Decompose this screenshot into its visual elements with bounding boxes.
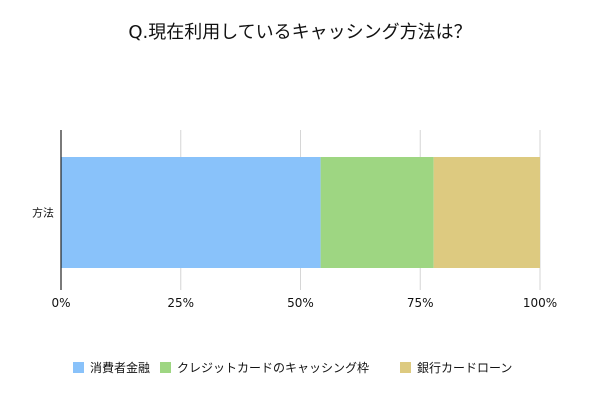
legend-label: 銀行カードローン bbox=[417, 361, 512, 375]
legend-swatch bbox=[73, 362, 84, 373]
bar-segment bbox=[433, 157, 540, 268]
legend-item: 銀行カードローン bbox=[400, 361, 512, 375]
legend-item: 消費者金融 bbox=[73, 360, 150, 375]
legend: 消費者金融 クレジットカードのキャッシング枠 銀行カードローン bbox=[73, 360, 512, 375]
legend-swatch bbox=[400, 362, 411, 373]
bar-segment bbox=[61, 157, 321, 268]
x-tick-label: 100% bbox=[523, 296, 557, 310]
x-tick-label: 50% bbox=[287, 296, 314, 310]
legend-label: クレジットカードのキャッシング枠 bbox=[177, 361, 369, 375]
chart-title: Q.現在利用しているキャッシング方法は？ bbox=[128, 22, 471, 43]
bars bbox=[61, 157, 540, 268]
legend-label: 消費者金融 bbox=[90, 360, 150, 375]
legend-item: クレジットカードのキャッシング枠 bbox=[160, 361, 369, 375]
bar-segment bbox=[320, 157, 434, 268]
legend-swatch bbox=[160, 362, 171, 373]
x-tick-labels: 0% 25% 50% 75% 100% bbox=[51, 296, 557, 310]
x-tick-label: 75% bbox=[407, 296, 434, 310]
category-labels: 方法 bbox=[32, 206, 54, 220]
category-label: 方法 bbox=[32, 206, 54, 220]
x-tick-label: 25% bbox=[167, 296, 194, 310]
x-tick-label: 0% bbox=[51, 296, 70, 310]
